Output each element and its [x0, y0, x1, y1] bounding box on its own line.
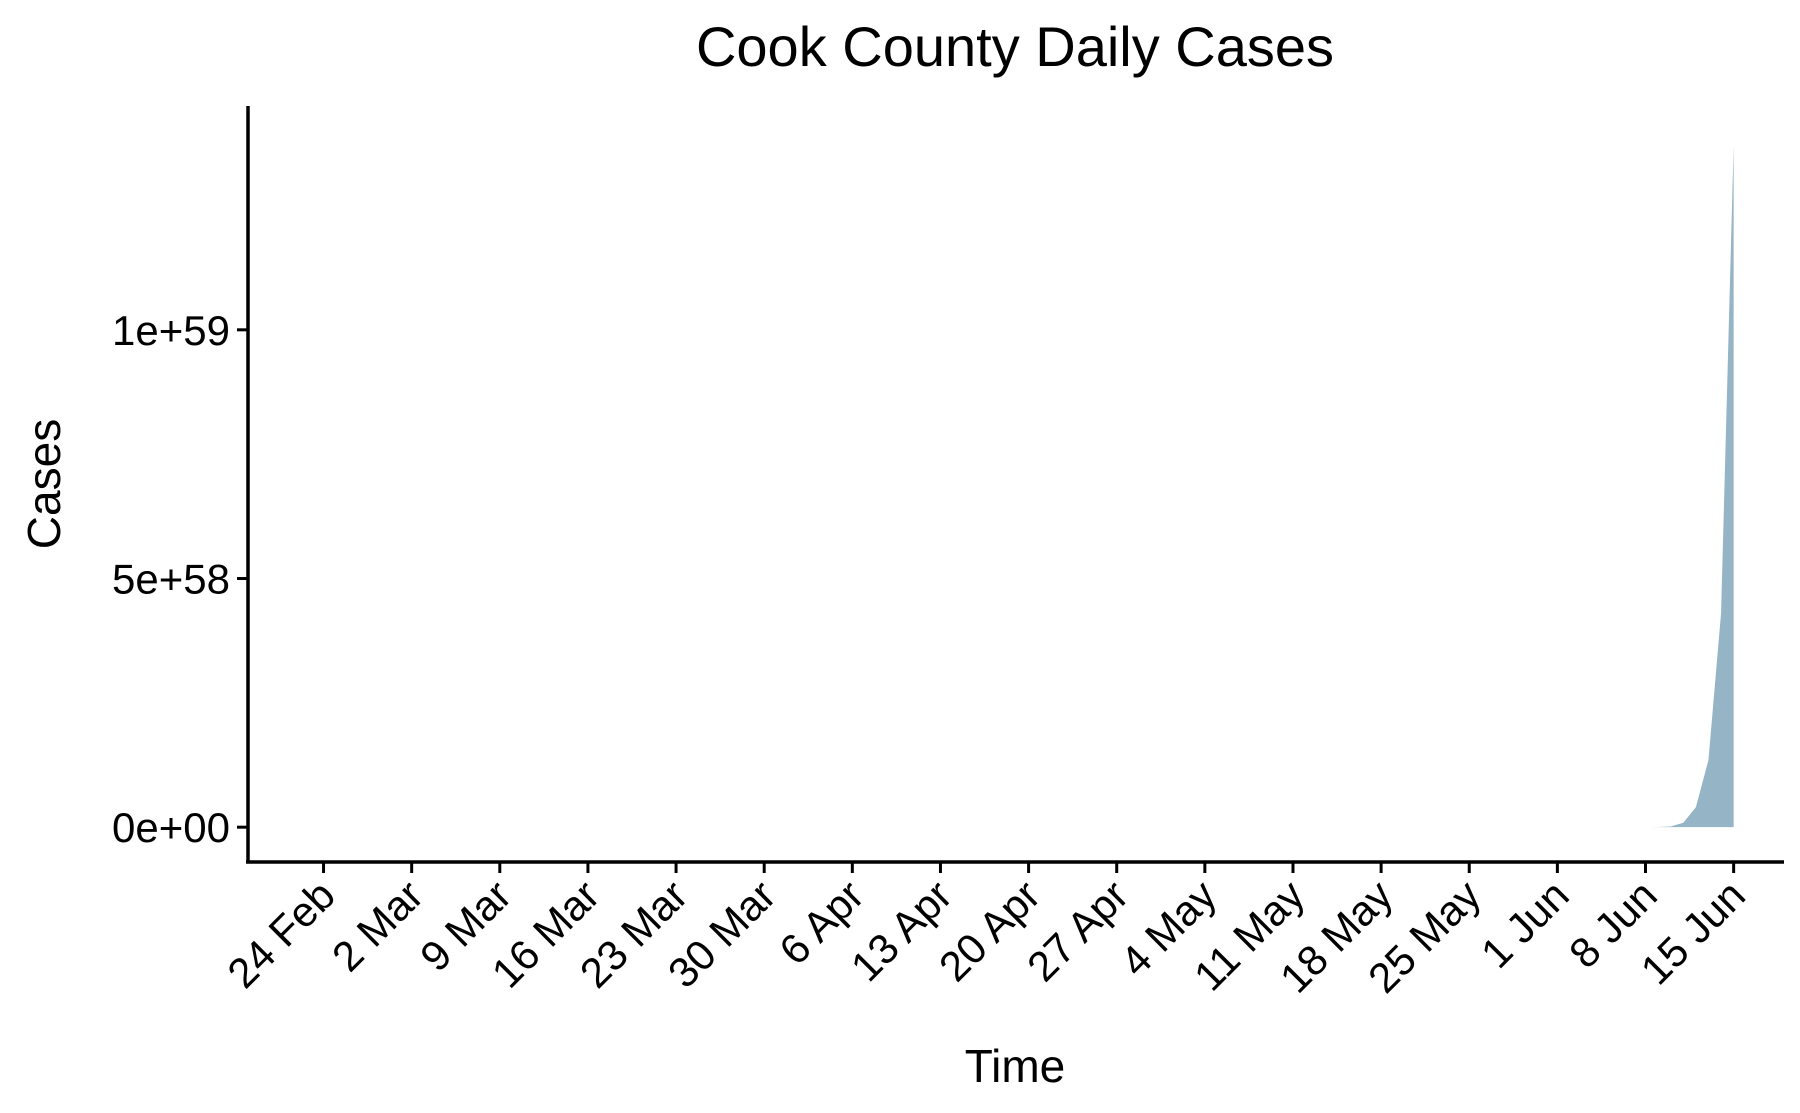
x-tick-label: 1 Jun	[1472, 871, 1578, 977]
x-tick-label: 20 Apr	[930, 871, 1049, 990]
plot-area	[1632, 145, 1734, 828]
x-tick-label: 24 Feb	[218, 871, 344, 997]
y-tick-label: 1e+59	[112, 307, 230, 354]
x-tick-label: 2 Mar	[323, 871, 432, 980]
chart-title: Cook County Daily Cases	[696, 15, 1334, 78]
area-series-0	[1632, 145, 1734, 828]
x-tick-label: 13 Apr	[842, 871, 961, 990]
x-axis-title: Time	[965, 1040, 1066, 1092]
y-tick-label: 0e+00	[112, 804, 230, 851]
y-tick-label: 5e+58	[112, 556, 230, 603]
y-axis-title: Cases	[18, 419, 70, 549]
y-axis-ticks: 0e+00 5e+58 1e+59	[112, 307, 248, 851]
x-tick-label: 27 Apr	[1018, 871, 1137, 990]
